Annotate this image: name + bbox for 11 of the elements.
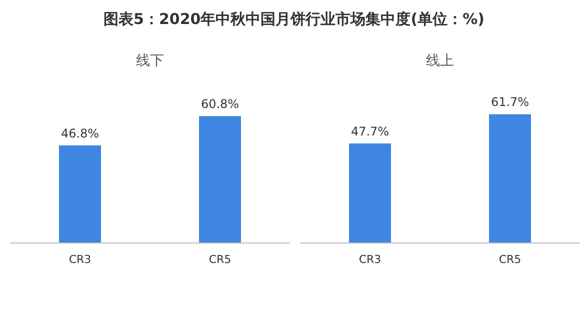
chart-title: 线上 xyxy=(426,53,454,69)
x-tick-label: CR3 xyxy=(68,253,92,266)
x-tick-label: CR3 xyxy=(358,253,382,266)
data-label: 46.8% xyxy=(60,126,100,140)
x-tick-label: CR5 xyxy=(208,253,232,266)
data-label: 61.7% xyxy=(490,95,530,110)
chart-title: 线下 xyxy=(136,53,164,69)
text: 图表5：2020年中秋中国月饼行业市场集中度(单位：%) xyxy=(104,10,484,28)
x-tick-label: CR5 xyxy=(498,253,522,266)
data-label: 60.8% xyxy=(200,97,240,112)
data-label: 47.7% xyxy=(350,124,390,138)
